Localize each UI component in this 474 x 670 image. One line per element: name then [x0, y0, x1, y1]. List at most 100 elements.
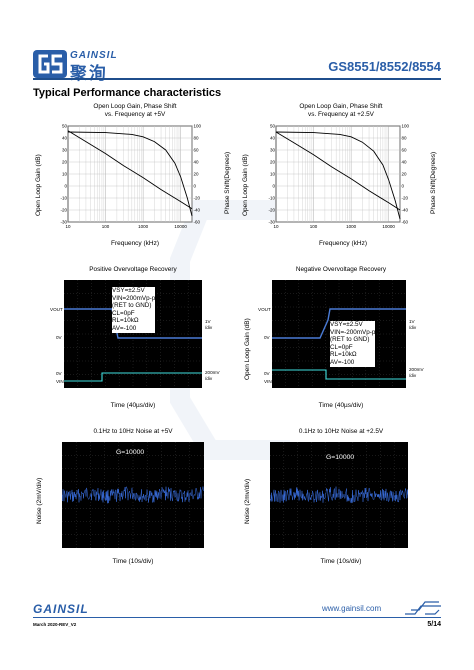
- chart4-conditions-note: VSY=±2.5V VIN=-200mVp-p (RET to GND) CL=0p…: [330, 321, 376, 367]
- footer-date-rev: March 2020-REV_V2: [33, 622, 77, 627]
- chart5-title: 0.1Hz to 10Hz Noise at +5V: [93, 428, 173, 435]
- chart6-gain-annotation: G=10000: [326, 454, 355, 461]
- chart2-y2tick: -20: [402, 196, 409, 201]
- chart1-ytick: 50: [62, 124, 68, 129]
- chart1-ytick: 30: [62, 148, 68, 153]
- chart1-xtick: 100: [102, 224, 110, 229]
- chart4-vin-trace: [272, 369, 406, 380]
- footer-url[interactable]: www.gainsil.com: [322, 604, 382, 613]
- chart1-y2tick: 100: [194, 124, 202, 129]
- chart3-right-label-2: /div: [205, 325, 213, 330]
- chart1-gain-line: [67, 130, 193, 210]
- chart2-ylabel: Open Loop Gain (dB): [242, 154, 249, 216]
- chart4-right-label-3: 1V: [409, 319, 415, 324]
- footer-brand: GAINSIL: [33, 602, 89, 616]
- chart1-plot: 50 40 30 20 100 -10 -20 -30 100 80 60 40 20 0 -20 -40 -6…: [60, 124, 202, 229]
- part-numbers: GS8551/8552/8554: [328, 59, 441, 74]
- chart1-ylabel: Open Loop Gain (dB): [35, 154, 42, 216]
- footer-circuit-icon: [405, 601, 441, 615]
- chart1-ytick: 40: [62, 136, 68, 141]
- chart2-xtick: 10: [273, 224, 279, 229]
- chart5-xlabel: Time (10s/div): [112, 558, 154, 565]
- chart2-y2tick: 0: [402, 184, 405, 189]
- chart2-phase-line: [275, 131, 401, 220]
- chart1-ytick: 10: [62, 172, 68, 177]
- chart4-ylabel: Open Loop Gain (dB): [244, 318, 251, 380]
- chart2-gain-line: [275, 131, 401, 211]
- chart1-y2tick: 20: [194, 172, 200, 177]
- chart3-title: Positive Overvoltage Recovery: [89, 266, 177, 273]
- chart2-xlabel: Frequency (kHz): [318, 240, 368, 247]
- chart1-xtick: 1000: [138, 224, 149, 229]
- chart2-y2label: Phase Shift(Degrees): [430, 151, 437, 214]
- chart4-title: Negative Overvoltage Recovery: [295, 266, 387, 273]
- chart1-xtick: 10000: [174, 224, 187, 229]
- chart3-xlabel: Time (40µs/div): [110, 402, 156, 409]
- chart5-scope: [61, 442, 204, 548]
- chart4-left-label-0v-a: 0V: [264, 335, 270, 340]
- chart3-right-label-3: 200mV: [205, 370, 220, 375]
- chart5-noise-trace: [61, 486, 204, 504]
- chart1-ytick: -30: [60, 220, 67, 225]
- chart2-ytick: -30: [268, 220, 275, 225]
- chart3-left-label-0v-a: 0V: [56, 335, 62, 340]
- chart2-y2tick: 80: [402, 136, 408, 141]
- chart2-xtick: 1000: [346, 224, 357, 229]
- chart2-ytick: 50: [270, 124, 276, 129]
- chart3-right-label-4: /div: [205, 376, 213, 381]
- chart6-title: 0.1Hz to 10Hz Noise at +2.5V: [298, 428, 384, 435]
- chart2-y2tick: 100: [402, 124, 410, 129]
- chart2-ytick: -10: [268, 196, 275, 201]
- chart5-gain-annotation: G=10000: [116, 449, 145, 456]
- chart1-ytick: -20: [60, 208, 67, 213]
- chart2-ytick: 40: [270, 136, 276, 141]
- chart3-left-label-vin: VIN: [56, 379, 64, 384]
- chart1-y2tick: -40: [194, 208, 201, 213]
- chart1-y2tick: -20: [194, 196, 201, 201]
- chart2-plot: 50 40 30 20 100 -10 -20 -30 100 80 60 40 20 0 -20 -40 -6…: [268, 124, 410, 229]
- brand-name-en: GAINSIL: [70, 50, 118, 61]
- chart4-left-label-0v-b: 0V: [264, 371, 270, 376]
- chart6-scope: [269, 442, 409, 548]
- chart3-left-label-vout: VOUT: [50, 307, 63, 312]
- chart2-ytick: -20: [268, 208, 275, 213]
- chart6-ylabel: Noise (2mv/div): [244, 478, 251, 524]
- chart4-right-label-2: /div: [409, 373, 417, 378]
- chart2-y2tick: -40: [402, 208, 409, 213]
- chart4-left-label-vin: VIN: [264, 379, 272, 384]
- chart4-xlabel: Time (40µs/div): [318, 402, 364, 409]
- header-divider: [33, 78, 441, 80]
- chart4-left-label-vout: VOUT: [258, 307, 271, 312]
- chart1-xlabel: Frequency (kHz): [110, 240, 160, 247]
- gainsil-logo-icon: [33, 50, 67, 78]
- chart2-y2tick: 20: [402, 172, 408, 177]
- chart3-right-label-1: 1V: [205, 319, 211, 324]
- section-title: Typical Performance characteristics: [33, 87, 222, 99]
- chart2-ytick: 30: [270, 148, 276, 153]
- footer-page-number: 5/14: [427, 621, 441, 628]
- chart2-xtick: 100: [310, 224, 318, 229]
- chart4-vout-trace: [272, 308, 406, 339]
- chart1-ytick: -10: [60, 196, 67, 201]
- chart2-y2tick: -60: [402, 220, 409, 225]
- chart3-conditions-note: VSY=±2.5V VIN=200mVp-p (RET to GND) CL=0pF…: [112, 287, 156, 333]
- chart2-title: Open Loop Gain, Phase Shift vs. Frequency…: [299, 103, 383, 118]
- chart2-y2tick: 60: [402, 148, 408, 153]
- chart3-vin-trace: [64, 372, 202, 382]
- chart1-y2tick: 0: [194, 184, 197, 189]
- chart1-y2tick: -60: [194, 220, 201, 225]
- chart1-title: Open Loop Gain, Phase Shift vs. Frequency…: [93, 103, 177, 118]
- chart2-ytick: 10: [270, 172, 276, 177]
- chart5-ylabel: Noise (2mV/div): [36, 477, 43, 524]
- chart1-y2tick: 40: [194, 160, 200, 165]
- chart2-xtick: 10000: [382, 224, 395, 229]
- chart1-y2tick: 60: [194, 148, 200, 153]
- chart3-left-label-0v-b: 0V: [56, 371, 62, 376]
- chart1-phase-line: [67, 131, 193, 217]
- chart1-y2tick: 80: [194, 136, 200, 141]
- chart4-right-label-1: 200mV: [409, 367, 424, 372]
- chart1-ytick: 20: [62, 160, 68, 165]
- chart1-xtick: 10: [65, 224, 71, 229]
- chart2-ytick: 20: [270, 160, 276, 165]
- chart2-y2tick: 40: [402, 160, 408, 165]
